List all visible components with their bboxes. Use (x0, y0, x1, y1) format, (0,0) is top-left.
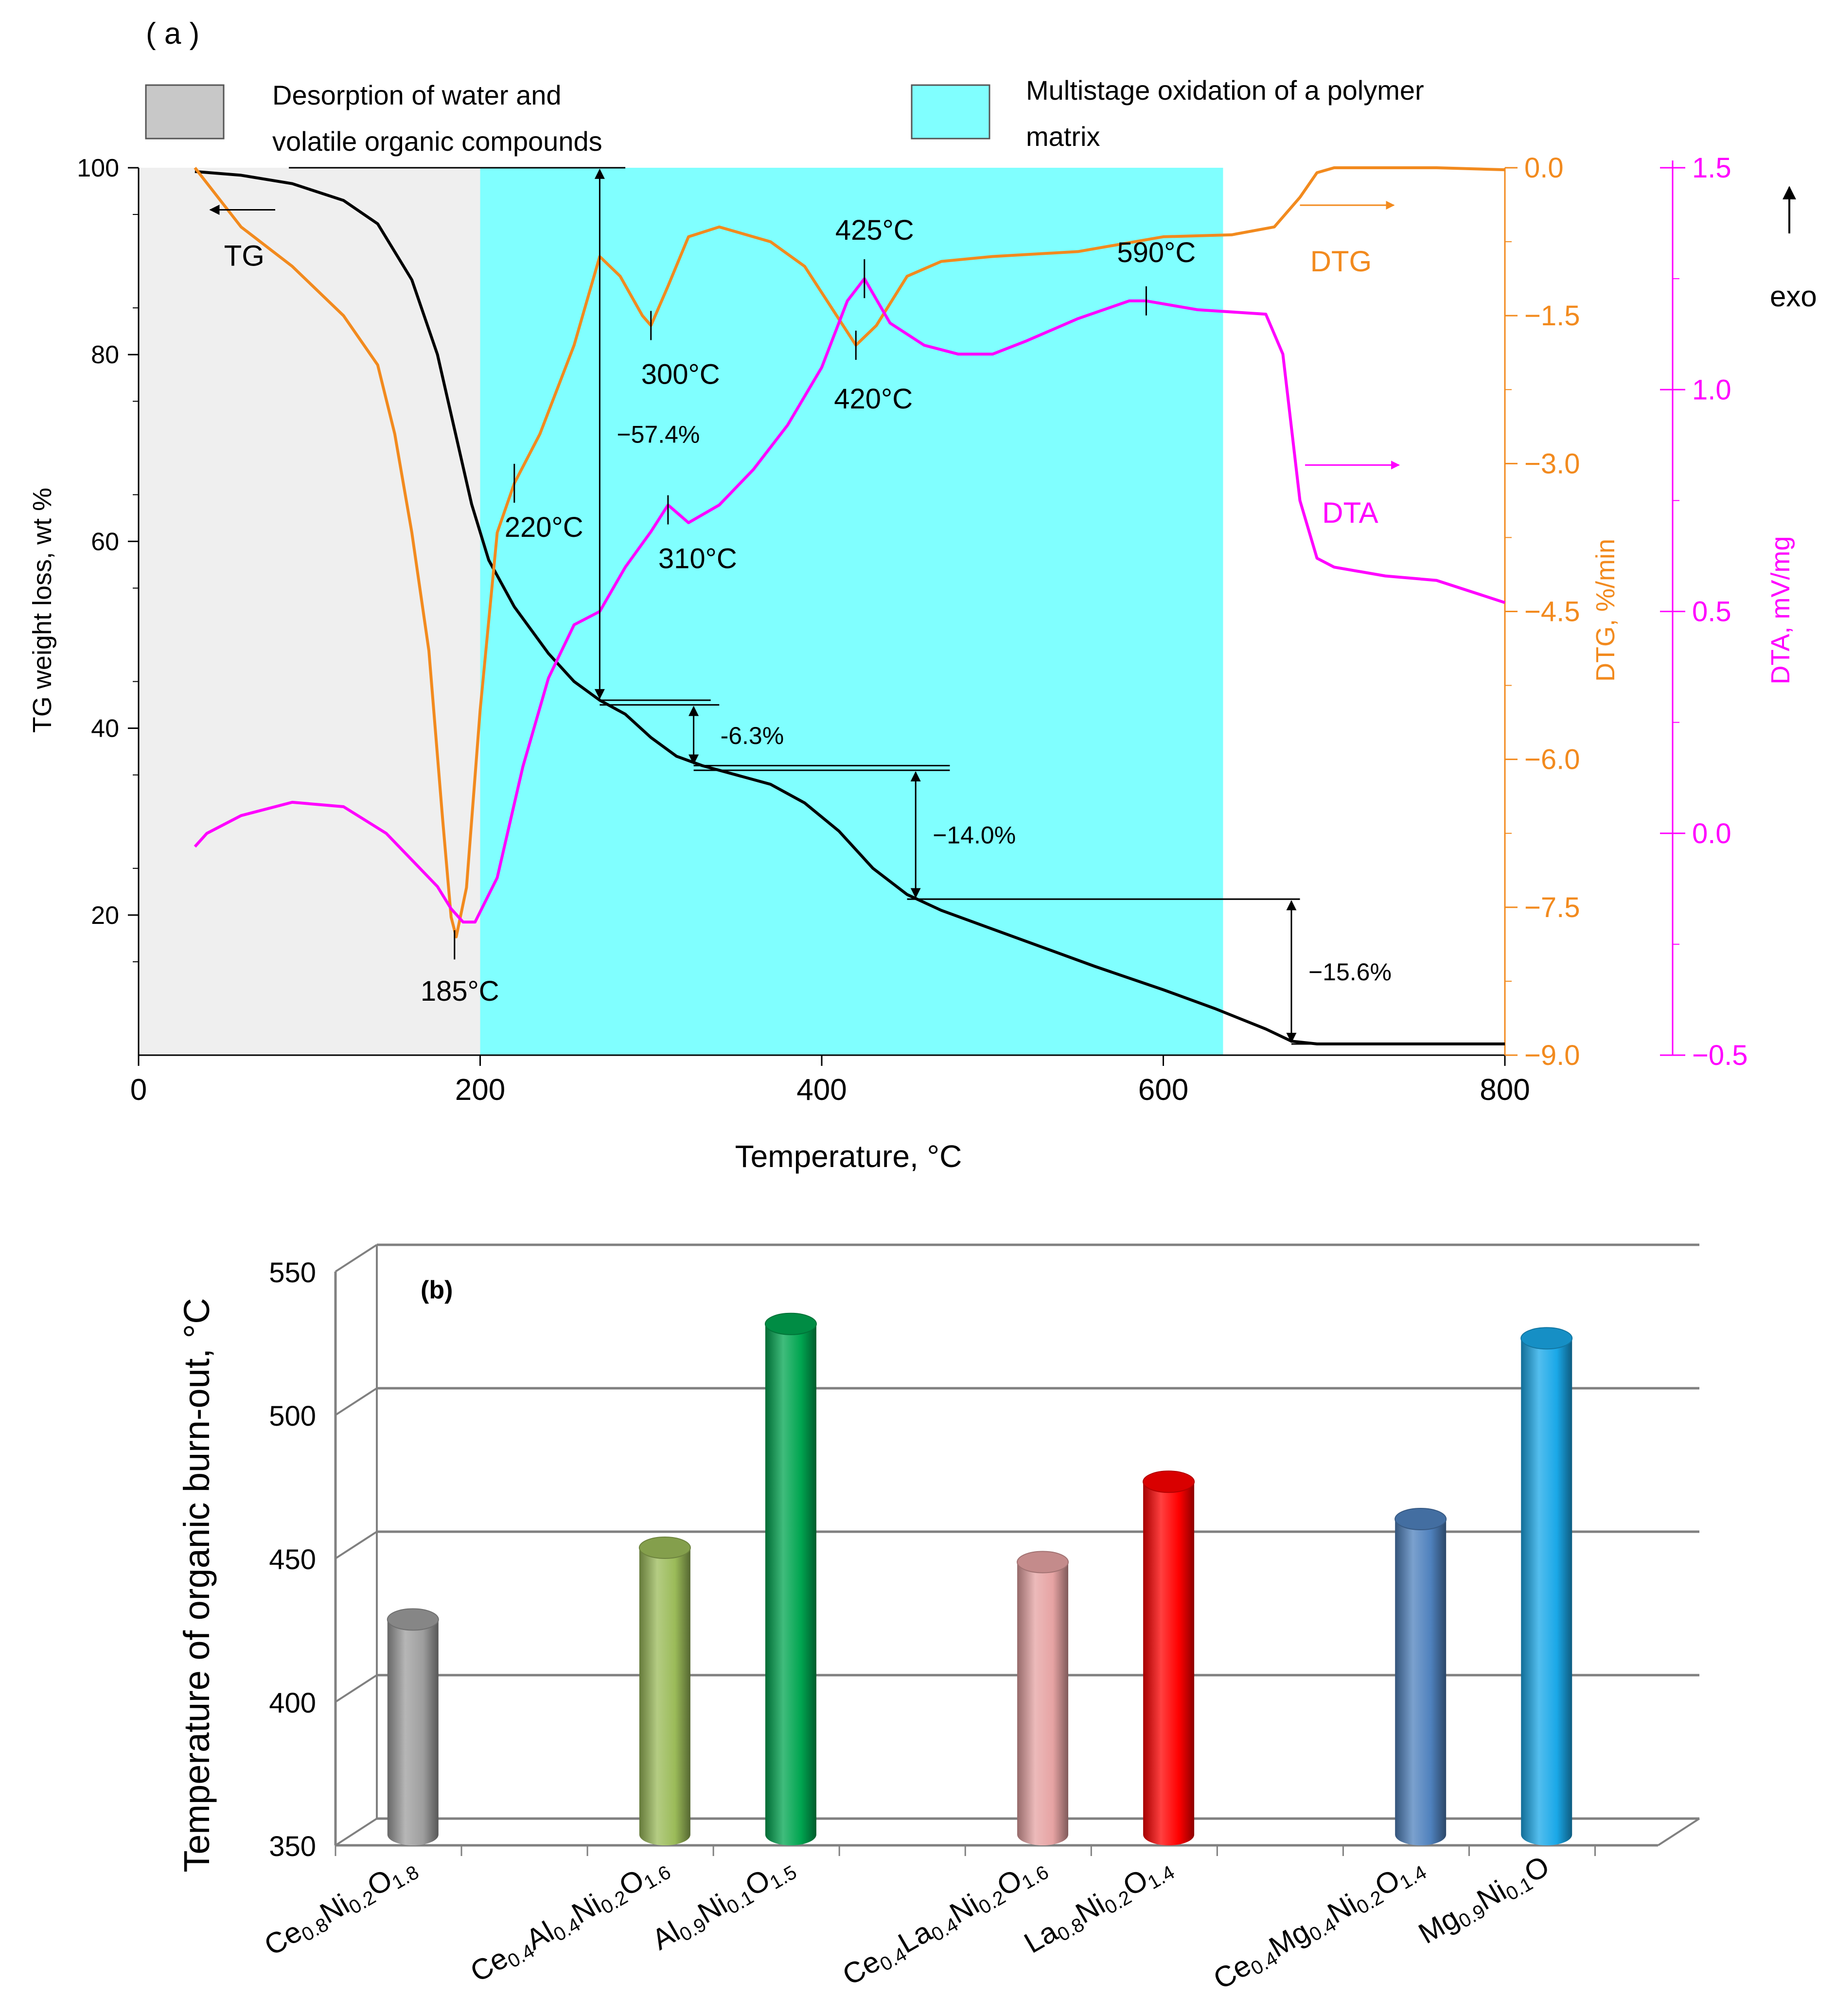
panel-b-y-tick-label: 550 (269, 1257, 316, 1289)
panel-b-side-gridline (335, 1244, 378, 1273)
peak-label: 425°C (835, 214, 914, 246)
bar-top (638, 1537, 691, 1559)
panel-b-y-tick-label: 500 (269, 1400, 316, 1432)
bar-body (1395, 1519, 1447, 1845)
series-label-dta: DTA (1322, 496, 1378, 529)
category-label: Al0.9Ni0.1O1.5 (646, 1849, 800, 1959)
panel-b-y-tick-label: 400 (269, 1687, 316, 1719)
panel-b-y-tick-label: 350 (269, 1831, 316, 1862)
bar-Ce0.4Al0.4Ni0.2O1.6 (638, 1537, 691, 1845)
exo-label: exo (1770, 280, 1817, 313)
legend-label-desorption-line1: Desorption of water and (272, 80, 562, 110)
dta-tick-label: 0.5 (1692, 596, 1731, 628)
bar-Al0.9Ni0.1O1.5 (764, 1312, 817, 1845)
legend-label-oxidation-line1: Multistage oxidation of a polymer (1026, 75, 1424, 106)
peak-label: 185°C (421, 975, 499, 1007)
weight-loss-label: −14.0% (933, 822, 1016, 849)
legend-swatch-oxidation (911, 84, 990, 140)
series-line-dta (194, 277, 1505, 924)
bar-top (1017, 1551, 1069, 1574)
dtg-tick-label: −6.0 (1524, 744, 1580, 776)
x-tick-label: 0 (130, 1073, 147, 1107)
bar-body (387, 1619, 439, 1845)
peak-label: 220°C (505, 512, 583, 543)
weight-loss-label: -6.3% (721, 722, 784, 749)
bar-Mg0.9Ni0.1O (1520, 1327, 1573, 1845)
tg-tick-label: 60 (91, 528, 119, 556)
panel-a-ticks: 0 200 400 600 800 100 80 60 40 20 0.0 −1.5 −3.0 −4.5 −… (77, 152, 1748, 1107)
dtg-tick-label: 0.0 (1524, 152, 1564, 184)
legend-label-desorption-line2: volatile organic compounds (272, 126, 602, 157)
x-axis-title: Temperature, °C (735, 1139, 962, 1174)
tg-tick-label: 40 (91, 715, 119, 743)
category-label: Ce0.8Ni0.2O1.8 (259, 1849, 423, 1964)
panel-b-side-gridline (335, 1674, 378, 1703)
dta-axis-title: DTA, mV/mg (1766, 536, 1795, 684)
bar-body (765, 1324, 816, 1845)
bar-body (1017, 1562, 1069, 1845)
panel-a-label: ( a ) (146, 17, 199, 51)
region-desorption (139, 168, 480, 1055)
bar-body (1521, 1338, 1572, 1845)
bar-body (639, 1548, 690, 1845)
panel-b-y-axis-title: Temperature of organic burn-out, °C (177, 1298, 217, 1872)
category-label: Mg0.9Ni0.1O (1413, 1849, 1556, 1952)
peak-label: 310°C (658, 543, 737, 575)
x-tick-label: 800 (1480, 1073, 1530, 1107)
bar-La0.8Ni0.2O1.4 (1143, 1470, 1195, 1845)
x-tick-label: 400 (796, 1073, 847, 1107)
tg-tick-label: 80 (91, 341, 119, 369)
panel-b-floor-side-edge (1657, 1818, 1700, 1846)
weight-loss-label: −57.4% (617, 421, 700, 448)
bar-Ce0.8Ni0.2O1.8 (387, 1608, 439, 1845)
bar-top (1520, 1327, 1573, 1350)
panel-b-side-gridline (335, 1387, 378, 1416)
tg-tick-label: 100 (77, 154, 119, 182)
dtg-tick-label: −7.5 (1524, 892, 1580, 923)
panel-a: ( a ) Desorption of water and volatile o… (28, 17, 1817, 1174)
bar-Ce0.4La0.4Ni0.2O1.6 (1017, 1551, 1069, 1845)
weight-loss-label: −15.6% (1308, 958, 1392, 986)
bar-top (1143, 1470, 1195, 1493)
series-label-tg: TG (224, 240, 265, 272)
dtg-tick-label: −9.0 (1524, 1040, 1580, 1071)
dtg-axis-title: DTG, %/min (1591, 539, 1620, 682)
category-label: Ce0.4La0.4Ni0.2O1.6 (837, 1849, 1052, 1994)
legend-swatch-desorption (145, 84, 225, 140)
legend-label-oxidation-line2: matrix (1026, 121, 1100, 152)
x-tick-label: 200 (455, 1073, 505, 1107)
dta-tick-label: 1.5 (1692, 152, 1731, 184)
panel-b-side-gridline (335, 1818, 378, 1846)
panel-b-label: (b) (421, 1276, 453, 1304)
dta-tick-label: 1.0 (1692, 374, 1731, 406)
bar-body (1143, 1482, 1195, 1845)
tg-axis-title: TG weight loss, wt % (28, 488, 57, 733)
bar-Ce0.4Mg0.4Ni0.2O1.4 (1395, 1508, 1447, 1845)
dtg-tick-label: −4.5 (1524, 596, 1580, 628)
panel-b-side-gridline (335, 1531, 378, 1559)
peak-label: 590°C (1117, 237, 1196, 268)
peak-label: 300°C (641, 358, 720, 390)
dtg-tick-label: −3.0 (1524, 448, 1580, 479)
series-label-dtg: DTG (1310, 245, 1372, 278)
tg-tick-label: 20 (91, 902, 119, 930)
x-tick-label: 600 (1138, 1073, 1188, 1107)
region-oxidation (480, 168, 1223, 1055)
category-label: Ce0.4Mg0.4Ni0.2O1.4 (1208, 1849, 1430, 1998)
peak-label: 420°C (834, 383, 913, 415)
panel-b-y-tick-label: 450 (269, 1544, 316, 1575)
panel-a-annotations: TG DTG DTA 185°C 220°C 300°C 420°C 310°C 425°C 59… (209, 167, 1505, 1045)
bar-top (387, 1608, 439, 1631)
category-label: Ce0.4Al0.4Ni0.2O1.6 (465, 1849, 674, 1991)
dta-tick-label: −0.5 (1692, 1040, 1748, 1071)
dta-tick-label: 0.0 (1692, 818, 1731, 849)
bar-top (1395, 1508, 1447, 1530)
dtg-tick-label: −1.5 (1524, 300, 1580, 332)
bar-top (764, 1312, 817, 1335)
